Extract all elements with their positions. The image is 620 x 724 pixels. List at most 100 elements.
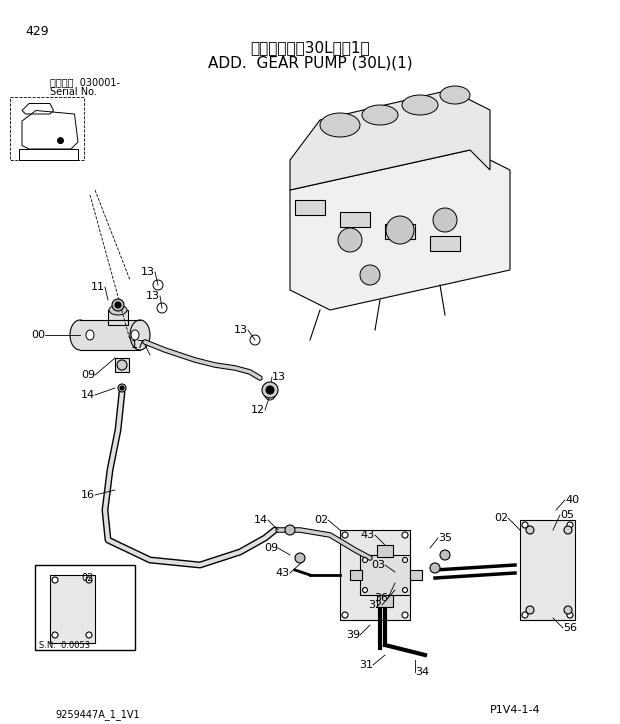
Circle shape xyxy=(285,525,295,535)
Ellipse shape xyxy=(362,105,398,125)
Circle shape xyxy=(526,526,534,534)
Text: 17: 17 xyxy=(131,340,145,350)
Text: 00: 00 xyxy=(31,330,45,340)
Ellipse shape xyxy=(320,113,360,137)
Circle shape xyxy=(402,557,407,563)
Bar xyxy=(410,570,422,580)
Text: ADD.  GEAR PUMP (30L)(1): ADD. GEAR PUMP (30L)(1) xyxy=(208,56,412,70)
Bar xyxy=(80,320,140,350)
Ellipse shape xyxy=(70,320,90,350)
Circle shape xyxy=(342,532,348,538)
Text: 32: 32 xyxy=(368,600,382,610)
Text: 39: 39 xyxy=(346,630,360,640)
Circle shape xyxy=(115,302,121,308)
Text: 05: 05 xyxy=(560,510,574,520)
Circle shape xyxy=(342,612,348,618)
Text: P1V4-1-4: P1V4-1-4 xyxy=(490,705,541,715)
Bar xyxy=(377,545,393,557)
Circle shape xyxy=(433,208,457,232)
Circle shape xyxy=(386,216,414,244)
Bar xyxy=(108,310,128,325)
Ellipse shape xyxy=(130,320,150,350)
Bar xyxy=(295,200,325,215)
Text: 13: 13 xyxy=(272,372,286,382)
Circle shape xyxy=(338,228,362,252)
Text: 43: 43 xyxy=(276,568,290,578)
Ellipse shape xyxy=(131,330,139,340)
Text: 56: 56 xyxy=(563,623,577,633)
Ellipse shape xyxy=(109,305,127,315)
Text: 14: 14 xyxy=(81,390,95,400)
Polygon shape xyxy=(290,90,490,190)
Bar xyxy=(520,520,575,620)
Circle shape xyxy=(440,550,450,560)
Circle shape xyxy=(112,299,124,311)
Circle shape xyxy=(118,384,126,392)
Text: 429: 429 xyxy=(25,25,48,38)
Text: 02: 02 xyxy=(314,515,328,525)
Circle shape xyxy=(295,553,305,563)
Text: 03: 03 xyxy=(371,560,385,570)
Circle shape xyxy=(564,606,572,614)
Circle shape xyxy=(58,138,63,143)
Text: 11: 11 xyxy=(91,282,105,292)
Text: 13: 13 xyxy=(146,291,160,301)
Circle shape xyxy=(360,265,380,285)
Circle shape xyxy=(526,606,534,614)
Bar xyxy=(340,212,370,227)
Circle shape xyxy=(402,587,407,592)
Text: 31: 31 xyxy=(359,660,373,670)
Bar xyxy=(10,97,84,160)
Text: 40: 40 xyxy=(565,495,579,505)
Bar xyxy=(385,224,415,239)
Circle shape xyxy=(430,563,440,573)
Ellipse shape xyxy=(402,95,438,115)
Text: 35: 35 xyxy=(438,533,452,543)
Circle shape xyxy=(117,360,127,370)
Ellipse shape xyxy=(440,86,470,104)
Polygon shape xyxy=(290,150,510,310)
Text: 14: 14 xyxy=(254,515,268,525)
Text: 13: 13 xyxy=(234,325,248,335)
Circle shape xyxy=(402,532,408,538)
Text: 追加ポンプ（30L）（1）: 追加ポンプ（30L）（1） xyxy=(250,41,370,56)
Text: Serial No.: Serial No. xyxy=(50,87,97,97)
Text: 09: 09 xyxy=(264,543,278,553)
Circle shape xyxy=(120,386,124,390)
Circle shape xyxy=(567,522,573,528)
Bar xyxy=(35,565,135,650)
Circle shape xyxy=(86,632,92,638)
Ellipse shape xyxy=(86,330,94,340)
Text: 34: 34 xyxy=(415,667,429,677)
Circle shape xyxy=(52,577,58,583)
Bar xyxy=(430,236,460,251)
Text: 09: 09 xyxy=(81,370,95,380)
Bar xyxy=(340,530,410,620)
Text: 9259447A_1_1V1: 9259447A_1_1V1 xyxy=(55,710,140,720)
Circle shape xyxy=(363,557,368,563)
Text: 適用号機  030001-: 適用号機 030001- xyxy=(50,77,120,87)
Text: 12: 12 xyxy=(251,405,265,415)
Circle shape xyxy=(564,526,572,534)
Text: 36: 36 xyxy=(374,593,388,603)
Circle shape xyxy=(52,632,58,638)
Circle shape xyxy=(86,577,92,583)
Text: 16: 16 xyxy=(81,490,95,500)
Circle shape xyxy=(402,612,408,618)
Text: 13: 13 xyxy=(141,267,155,277)
Circle shape xyxy=(522,522,528,528)
Circle shape xyxy=(262,382,278,398)
Text: S.N.  0.0053: S.N. 0.0053 xyxy=(40,641,91,649)
Bar xyxy=(377,595,393,607)
Bar xyxy=(360,555,410,595)
Circle shape xyxy=(266,386,274,394)
Bar xyxy=(50,575,95,643)
Text: 02: 02 xyxy=(82,573,94,583)
Bar xyxy=(115,358,129,372)
Circle shape xyxy=(522,612,528,618)
Text: 02: 02 xyxy=(494,513,508,523)
Text: 43: 43 xyxy=(361,530,375,540)
Circle shape xyxy=(363,587,368,592)
Bar xyxy=(350,570,362,580)
Circle shape xyxy=(567,612,573,618)
